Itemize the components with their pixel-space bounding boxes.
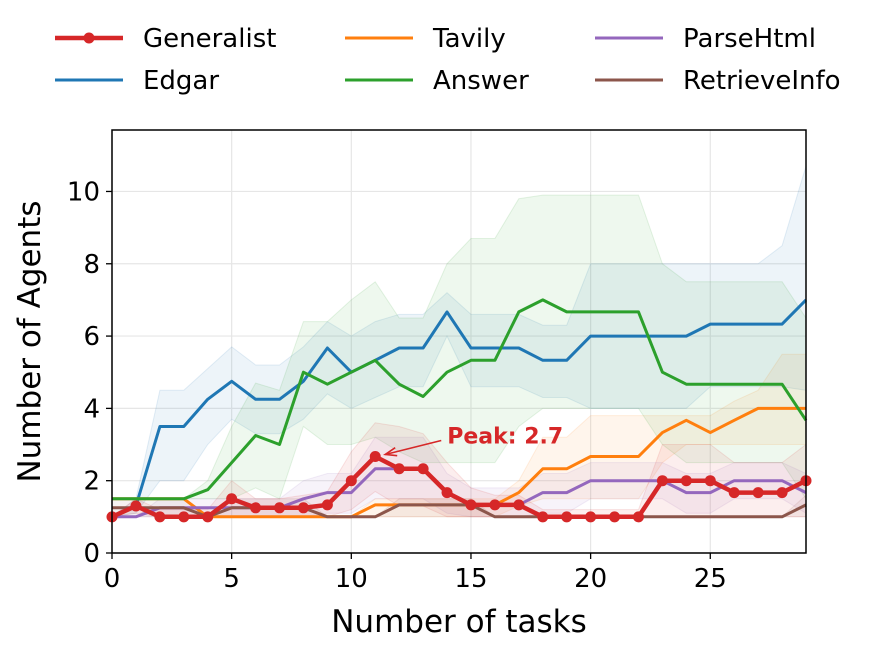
point-generalist	[585, 511, 597, 523]
point-generalist	[321, 499, 333, 511]
y-tick-label: 0	[83, 539, 100, 569]
y-tick-label: 4	[83, 394, 100, 424]
x-tick-label: 5	[223, 564, 240, 594]
point-generalist	[226, 493, 238, 505]
line-retrieveinfo	[112, 503, 807, 519]
annotation-label: Peak: 2.7	[447, 424, 563, 449]
point-generalist	[704, 475, 716, 487]
y-tick-label: 6	[83, 322, 100, 352]
point-generalist	[345, 475, 357, 487]
point-generalist	[728, 487, 740, 499]
x-tick-label: 0	[104, 564, 121, 594]
point-generalist	[656, 475, 668, 487]
point-generalist	[609, 511, 621, 523]
legend-marker-generalist	[83, 32, 95, 44]
axis-ticks: 0 5 10 15 20 25 0 2 4 6 8 10	[67, 177, 727, 594]
x-tick-label: 10	[335, 564, 368, 594]
x-axis-title: Number of tasks	[331, 604, 587, 640]
x-tick-label: 25	[694, 564, 727, 594]
point-generalist	[369, 450, 381, 462]
point-generalist	[489, 499, 501, 511]
legend-label-parsehtml: ParseHtml	[683, 24, 816, 54]
legend-label-edgar: Edgar	[143, 66, 219, 96]
point-generalist	[680, 475, 692, 487]
point-generalist	[441, 487, 453, 499]
point-generalist	[632, 511, 644, 523]
point-generalist	[417, 463, 429, 475]
point-generalist	[561, 511, 573, 523]
point-generalist	[202, 511, 214, 523]
point-generalist	[513, 499, 525, 511]
legend-label-tavily: Tavily	[432, 24, 506, 54]
annotation-arrowhead	[382, 447, 398, 457]
point-generalist	[154, 511, 166, 523]
annotation-arrow	[385, 439, 442, 456]
legend-label-answer: Answer	[433, 66, 529, 96]
line-answer	[112, 298, 808, 501]
axes-frame	[111, 129, 807, 554]
y-tick-label: 8	[83, 250, 100, 280]
line-edgar	[111, 298, 808, 519]
point-generalist	[297, 502, 309, 514]
x-tick-label: 20	[574, 564, 607, 594]
point-generalist	[537, 511, 549, 523]
legend: Generalist Tavily ParseHtml Edgar Answer Retr…	[55, 24, 841, 96]
y-axis-title: Number of Agents	[12, 200, 48, 482]
point-generalist	[393, 463, 405, 475]
point-generalist	[274, 502, 286, 514]
series-lines	[106, 298, 812, 523]
plot-frame	[111, 129, 807, 554]
point-generalist	[178, 511, 190, 523]
y-tick-label: 2	[83, 467, 100, 497]
point-generalist	[250, 502, 262, 514]
legend-label-generalist: Generalist	[143, 24, 276, 54]
point-generalist	[776, 487, 788, 499]
y-tick-label: 10	[67, 177, 100, 207]
legend-label-retrieveinfo: RetrieveInfo	[683, 66, 841, 96]
annotations: Peak: 2.7	[382, 424, 563, 457]
x-tick-label: 15	[454, 564, 487, 594]
point-generalist	[752, 487, 764, 499]
point-generalist	[465, 499, 477, 511]
point-generalist	[130, 500, 142, 512]
